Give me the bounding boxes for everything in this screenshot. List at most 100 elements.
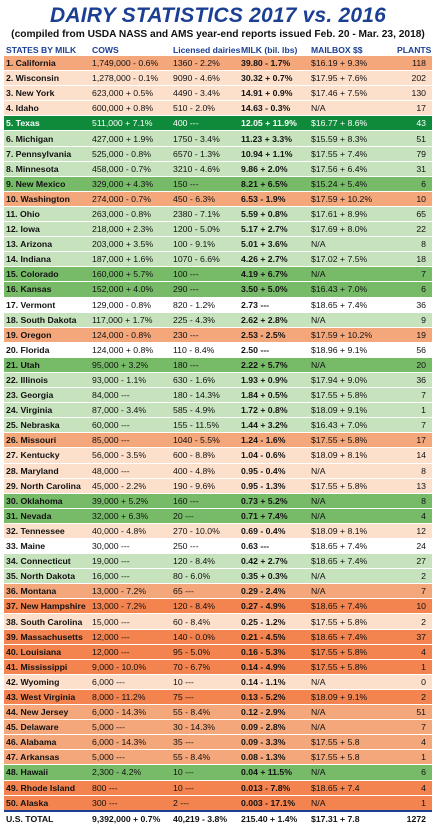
plants-cell: 8: [395, 493, 432, 509]
state-cell: 42. Wyoming: [4, 674, 90, 690]
table-row: 15. Colorado 160,000 + 5.7% 100 --- 4.19 + …: [4, 266, 432, 283]
cows-cell: 12,000 ---: [90, 644, 171, 660]
dairies-cell: 2380 - 7.1%: [171, 206, 239, 223]
state-cell: 23. Georgia: [4, 387, 90, 404]
table-row: 29. North Carolina 45,000 - 2.2% 190 - 9.6…: [4, 478, 432, 494]
dairies-cell: 190 - 9.6%: [171, 478, 239, 494]
plants-cell: 1: [395, 402, 432, 419]
cows-cell: 40,000 - 4.8%: [90, 523, 171, 540]
dairies-cell: 1040 - 5.5%: [171, 432, 239, 449]
col-header-milk: MILK (bil. lbs): [239, 43, 309, 56]
plants-cell: 1: [395, 749, 432, 766]
cows-cell: 263,000 - 0.8%: [90, 206, 171, 223]
dairies-cell: 630 - 1.6%: [171, 372, 239, 389]
dairies-cell: 160 ---: [171, 493, 239, 509]
cows-cell: 800 ---: [90, 780, 171, 796]
table-row: 46. Alabama 6,000 - 14.3% 35 --- 0.09 - 3.3…: [4, 734, 432, 751]
plants-cell: 7: [395, 387, 432, 404]
state-cell: 32. Tennessee: [4, 523, 90, 540]
dairies-cell: 55 - 8.4%: [171, 704, 239, 721]
plants-cell: 0: [395, 674, 432, 690]
total-dairies: 40,219 - 3.8%: [171, 809, 239, 827]
cows-cell: 6,000 - 14.3%: [90, 734, 171, 751]
mailbox-cell: $17.55 + 5.8%: [309, 387, 395, 404]
mailbox-cell: $18.65 + 7.4%: [309, 629, 395, 645]
milk-cell: 3.50 + 5.0%: [239, 281, 309, 298]
table-row: 22. Illinois 93,000 - 1.1% 630 - 1.6% 1.93 …: [4, 372, 432, 389]
dairies-cell: 10 ---: [171, 764, 239, 781]
mailbox-cell: N/A: [309, 236, 395, 253]
mailbox-cell: $17.55 + 5.8: [309, 734, 395, 751]
cows-cell: 5,000 ---: [90, 749, 171, 766]
milk-cell: 0.42 + 2.7%: [239, 553, 309, 570]
dairies-cell: 230 ---: [171, 327, 239, 343]
total-row: U.S. TOTAL 9,392,000 + 0.7% 40,219 - 3.8…: [4, 809, 432, 827]
mailbox-cell: N/A: [309, 493, 395, 509]
cows-cell: 85,000 ---: [90, 432, 171, 449]
table-row: 2. Wisconsin 1,278,000 - 0.1% 9090 - 4.6% 3…: [4, 70, 432, 87]
plants-cell: 36: [395, 372, 432, 389]
plants-cell: 19: [395, 327, 432, 343]
dairies-cell: 55 - 8.4%: [171, 749, 239, 766]
table-row: 18. South Dakota 117,000 + 1.7% 225 - 4.3%…: [4, 312, 432, 328]
plants-cell: 4: [395, 780, 432, 796]
dairies-cell: 140 - 0.0%: [171, 629, 239, 645]
milk-cell: 2.50 ---: [239, 342, 309, 358]
milk-cell: 0.04 + 11.5%: [239, 764, 309, 781]
milk-cell: 8.21 + 6.5%: [239, 176, 309, 192]
plants-cell: 12: [395, 523, 432, 540]
state-cell: 21. Utah: [4, 357, 90, 373]
dairies-cell: 35 ---: [171, 734, 239, 751]
mailbox-cell: $18.65 + 7.4%: [309, 538, 395, 555]
cows-cell: 124,000 + 0.8%: [90, 342, 171, 358]
plants-cell: 51: [395, 130, 432, 147]
milk-cell: 0.14 - 4.9%: [239, 659, 309, 675]
milk-cell: 1.44 + 3.2%: [239, 417, 309, 434]
state-cell: 31. Nevada: [4, 508, 90, 524]
milk-cell: 30.32 + 0.7%: [239, 70, 309, 87]
total-mailbox: $17.31 + 7.8: [309, 809, 395, 827]
dairies-cell: 3210 - 4.6%: [171, 161, 239, 177]
cows-cell: 117,000 + 1.7%: [90, 312, 171, 328]
dairies-cell: 180 ---: [171, 357, 239, 373]
state-cell: 2. Wisconsin: [4, 70, 90, 87]
milk-cell: 11.23 + 3.3%: [239, 130, 309, 147]
mailbox-cell: $18.65 + 7.4%: [309, 297, 395, 313]
mailbox-cell: $18.09 + 9.1%: [309, 402, 395, 419]
state-cell: 24. Virginia: [4, 402, 90, 419]
table-row: 6. Michigan 427,000 + 1.9% 1750 - 3.4% 11.2…: [4, 130, 432, 147]
dairies-cell: 290 ---: [171, 281, 239, 298]
dairies-cell: 270 - 10.0%: [171, 523, 239, 540]
table-row: 7. Pennsylvania 525,000 - 0.8% 6570 - 1.3%…: [4, 146, 432, 162]
mailbox-cell: $17.55 + 5.8%: [309, 432, 395, 449]
mailbox-cell: $17.02 + 7.5%: [309, 251, 395, 268]
plants-cell: 79: [395, 146, 432, 162]
table-row: 41. Mississippi 9,000 - 10.0% 70 - 6.7% 0.1…: [4, 659, 432, 675]
mailbox-cell: $18.65 + 7.4%: [309, 553, 395, 570]
dairies-cell: 30 - 14.3%: [171, 719, 239, 736]
dairy-statistics-page: DAIRY STATISTICS 2017 vs. 2016 (compiled…: [4, 4, 432, 827]
milk-cell: 0.95 - 0.4%: [239, 463, 309, 479]
mailbox-cell: $16.77 + 8.6%: [309, 115, 395, 132]
milk-cell: 14.91 + 0.9%: [239, 85, 309, 102]
state-cell: 20. Florida: [4, 342, 90, 358]
plants-cell: 7: [395, 417, 432, 434]
dairies-cell: 180 - 14.3%: [171, 387, 239, 404]
state-cell: 37. New Hampshire: [4, 598, 90, 615]
mailbox-cell: N/A: [309, 674, 395, 690]
cows-cell: 5,000 ---: [90, 719, 171, 736]
dairies-cell: 225 - 4.3%: [171, 312, 239, 328]
plants-cell: 4: [395, 508, 432, 524]
table-row: 47. Arkansas 5,000 --- 55 - 8.4% 0.08 - 1.3…: [4, 749, 432, 766]
mailbox-cell: N/A: [309, 312, 395, 328]
mailbox-cell: $15.24 + 5.4%: [309, 176, 395, 192]
milk-cell: 0.35 + 0.3%: [239, 568, 309, 585]
milk-cell: 0.63 ---: [239, 538, 309, 555]
plants-cell: 1: [395, 795, 432, 812]
dairies-cell: 120 - 8.4%: [171, 598, 239, 615]
plants-cell: 13: [395, 478, 432, 494]
plants-cell: 51: [395, 704, 432, 721]
plants-cell: 10: [395, 598, 432, 615]
milk-cell: 12.05 + 11.9%: [239, 115, 309, 132]
dairies-cell: 75 ---: [171, 689, 239, 706]
